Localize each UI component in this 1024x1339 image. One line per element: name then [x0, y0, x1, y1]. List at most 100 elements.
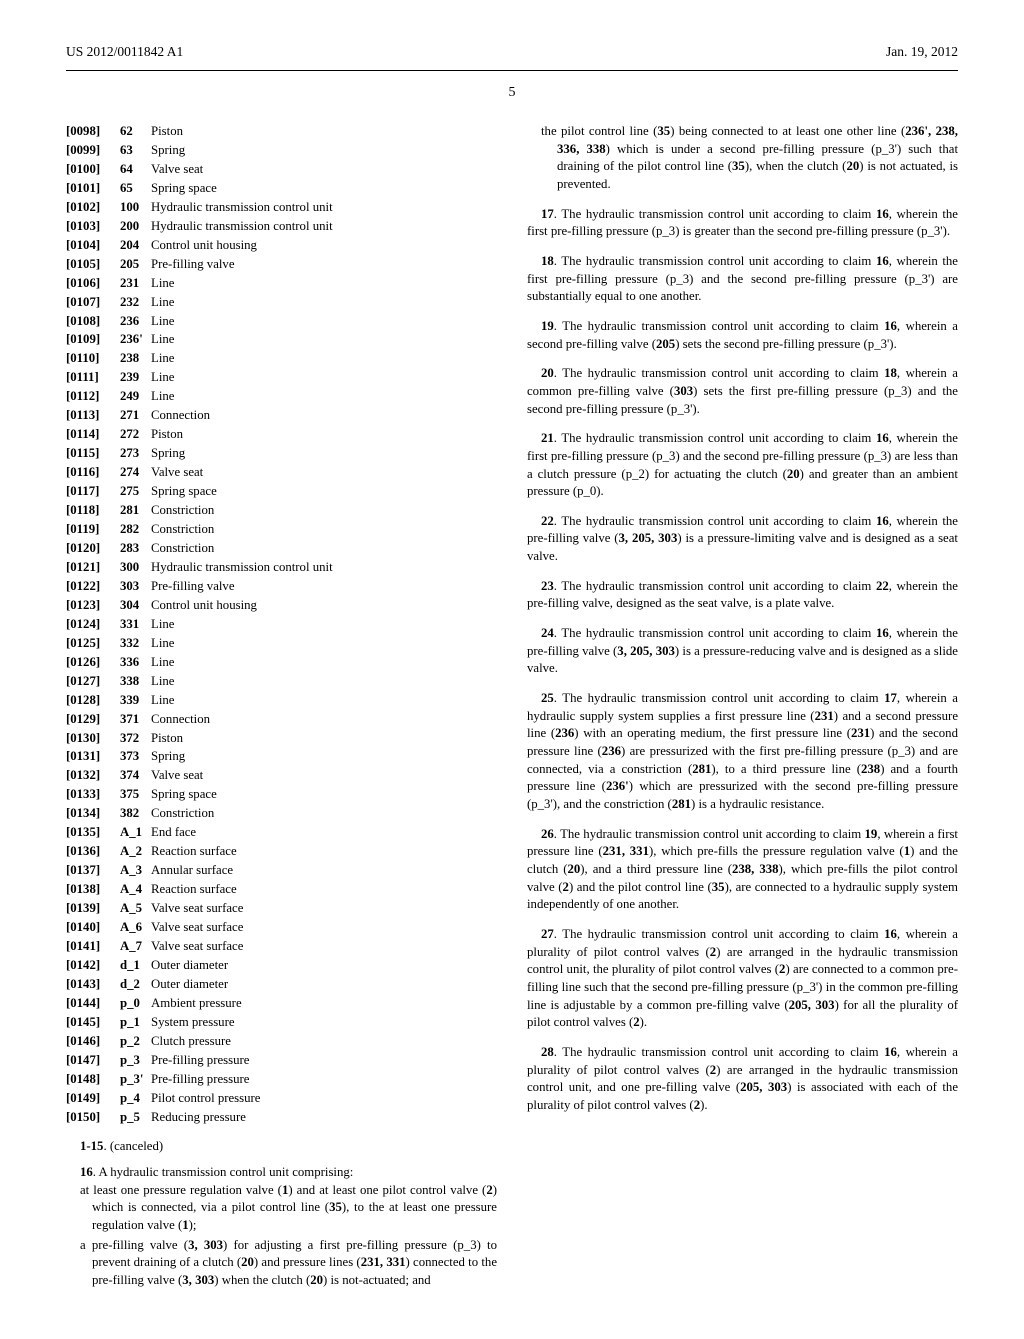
- claim-28: 28. The hydraulic transmission control u…: [527, 1044, 958, 1115]
- reference-row: [0109]236'Line: [66, 331, 497, 349]
- ref-desc: Hydraulic transmission control unit: [151, 199, 333, 217]
- ref-num: 249: [120, 388, 151, 406]
- ref-para: [0136]: [66, 843, 120, 861]
- reference-row: [0131]373Spring: [66, 748, 497, 766]
- ref-para: [0135]: [66, 824, 120, 842]
- ref-para: [0111]: [66, 369, 120, 387]
- ref-para: [0126]: [66, 654, 120, 672]
- ref-desc: Line: [151, 388, 174, 406]
- ref-desc: Piston: [151, 426, 183, 444]
- reference-row: [0146]p_2Clutch pressure: [66, 1033, 497, 1051]
- ref-para: [0148]: [66, 1071, 120, 1089]
- ref-para: [0113]: [66, 407, 120, 425]
- ref-desc: Ambient pressure: [151, 995, 242, 1013]
- ref-para: [0098]: [66, 123, 120, 141]
- reference-row: [0108]236Line: [66, 313, 497, 331]
- ref-para: [0124]: [66, 616, 120, 634]
- ref-desc: Spring: [151, 445, 185, 463]
- page-header: US 2012/0011842 A1 Jan. 19, 2012: [66, 44, 958, 60]
- reference-row: [0110]238Line: [66, 350, 497, 368]
- ref-desc: Connection: [151, 711, 210, 729]
- ref-num: 282: [120, 521, 151, 539]
- ref-para: [0099]: [66, 142, 120, 160]
- ref-desc: Pre-filling valve: [151, 578, 235, 596]
- ref-para: [0107]: [66, 294, 120, 312]
- claim-19: 19. The hydraulic transmission control u…: [527, 318, 958, 353]
- ref-num: 63: [120, 142, 151, 160]
- ref-desc: Valve seat surface: [151, 938, 243, 956]
- ref-para: [0119]: [66, 521, 120, 539]
- ref-desc: Pilot control pressure: [151, 1090, 260, 1108]
- ref-para: [0112]: [66, 388, 120, 406]
- reference-row: [0102]100Hydraulic transmission control …: [66, 199, 497, 217]
- ref-para: [0147]: [66, 1052, 120, 1070]
- reference-row: [0149]p_4Pilot control pressure: [66, 1090, 497, 1108]
- ref-desc: Constriction: [151, 502, 214, 520]
- ref-desc: End face: [151, 824, 196, 842]
- ref-para: [0143]: [66, 976, 120, 994]
- claim-26: 26. The hydraulic transmission control u…: [527, 826, 958, 914]
- ref-num: 275: [120, 483, 151, 501]
- ref-desc: Spring space: [151, 483, 217, 501]
- ref-num: p_5: [120, 1109, 151, 1127]
- ref-desc: Hydraulic transmission control unit: [151, 218, 333, 236]
- reference-row: [0142]d_1Outer diameter: [66, 957, 497, 975]
- left-column: [0098]62Piston[0099]63Spring[0100]64Valv…: [66, 123, 497, 1299]
- reference-row: [0119]282Constriction: [66, 521, 497, 539]
- ref-desc: Spring: [151, 748, 185, 766]
- ref-desc: Spring space: [151, 180, 217, 198]
- ref-para: [0114]: [66, 426, 120, 444]
- ref-para: [0137]: [66, 862, 120, 880]
- ref-para: [0134]: [66, 805, 120, 823]
- reference-row: [0100]64Valve seat: [66, 161, 497, 179]
- reference-row: [0117]275Spring space: [66, 483, 497, 501]
- ref-desc: Line: [151, 313, 174, 331]
- claim-16-sub1: at least one pressure regulation valve (…: [66, 1182, 497, 1235]
- ref-num: 273: [120, 445, 151, 463]
- reference-row: [0138]A_4Reaction surface: [66, 881, 497, 899]
- claim-16-lead-text: . A hydraulic transmission control unit …: [93, 1165, 354, 1179]
- ref-num: 375: [120, 786, 151, 804]
- reference-list: [0098]62Piston[0099]63Spring[0100]64Valv…: [66, 123, 497, 1126]
- ref-num: 232: [120, 294, 151, 312]
- ref-desc: Pre-filling pressure: [151, 1071, 249, 1089]
- ref-num: 281: [120, 502, 151, 520]
- ref-desc: Control unit housing: [151, 597, 257, 615]
- ref-num: 231: [120, 275, 151, 293]
- ref-para: [0146]: [66, 1033, 120, 1051]
- ref-num: 236: [120, 313, 151, 331]
- ref-desc: Line: [151, 331, 174, 349]
- ref-num: p_3': [120, 1071, 151, 1089]
- reference-row: [0144]p_0Ambient pressure: [66, 995, 497, 1013]
- reference-row: [0118]281Constriction: [66, 502, 497, 520]
- canceled-claims: 1-15. (canceled): [66, 1138, 497, 1156]
- reference-row: [0148]p_3'Pre-filling pressure: [66, 1071, 497, 1089]
- ref-para: [0129]: [66, 711, 120, 729]
- ref-num: 336: [120, 654, 151, 672]
- ref-desc: Outer diameter: [151, 957, 228, 975]
- ref-num: 205: [120, 256, 151, 274]
- reference-row: [0121]300Hydraulic transmission control …: [66, 559, 497, 577]
- ref-num: 339: [120, 692, 151, 710]
- reference-row: [0125]332Line: [66, 635, 497, 653]
- ref-para: [0102]: [66, 199, 120, 217]
- reference-row: [0134]382Constriction: [66, 805, 497, 823]
- reference-row: [0099]63Spring: [66, 142, 497, 160]
- claim-18: 18. The hydraulic transmission control u…: [527, 253, 958, 306]
- ref-para: [0122]: [66, 578, 120, 596]
- ref-para: [0133]: [66, 786, 120, 804]
- pub-number: US 2012/0011842 A1: [66, 44, 183, 60]
- ref-desc: Spring space: [151, 786, 217, 804]
- claim-16-cont: the pilot control line (35) being connec…: [527, 123, 958, 194]
- ref-para: [0110]: [66, 350, 120, 368]
- claim-24: 24. The hydraulic transmission control u…: [527, 625, 958, 678]
- ref-desc: Line: [151, 635, 174, 653]
- reference-row: [0150]p_5Reducing pressure: [66, 1109, 497, 1127]
- ref-desc: Line: [151, 692, 174, 710]
- ref-num: A_4: [120, 881, 151, 899]
- ref-desc: Annular surface: [151, 862, 233, 880]
- ref-para: [0138]: [66, 881, 120, 899]
- claim-27: 27. The hydraulic transmission control u…: [527, 926, 958, 1032]
- ref-desc: Line: [151, 654, 174, 672]
- reference-row: [0105]205Pre-filling valve: [66, 256, 497, 274]
